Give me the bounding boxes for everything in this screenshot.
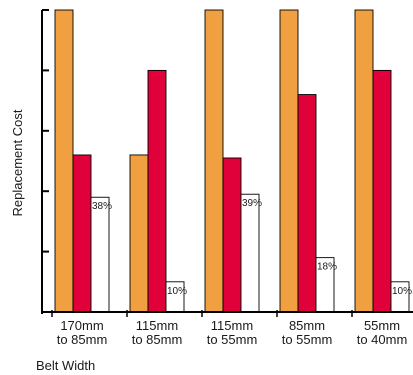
bar-2-3 — [222, 157, 242, 313]
bar-1-1 — [54, 9, 74, 313]
data-label-4: 18% — [317, 262, 337, 273]
x-tick-label-5: 55mm to 40mm — [357, 318, 408, 347]
y-axis-title: Replacement Cost — [10, 109, 25, 216]
bar-3-3 — [240, 193, 260, 313]
x-tick-label-3: 115mm to 55mm — [207, 318, 258, 347]
x-tick-label-2: 115mm to 85mm — [132, 318, 183, 347]
bar-2-5 — [372, 69, 392, 313]
labels-layer: 38% 10% 39% 18% 10% 170mm to 85mm 115mm to 85mm 1… — [57, 198, 412, 347]
bar-3-1 — [90, 196, 110, 313]
bar-2-1 — [72, 154, 92, 313]
bar-1-4 — [279, 9, 299, 313]
bar-1-3 — [204, 9, 224, 313]
x-tick-label-1: 170mm to 85mm — [57, 318, 108, 347]
data-label-3: 39% — [242, 198, 262, 209]
bar-2-2 — [147, 69, 167, 313]
data-label-2: 10% — [167, 286, 187, 297]
axes-layer — [41, 9, 413, 317]
x-axis-title: Belt Width — [36, 358, 95, 373]
bar-1-2 — [129, 154, 149, 313]
bar-2-4 — [297, 94, 317, 313]
bar-1-5 — [354, 9, 374, 313]
data-label-1: 38% — [92, 201, 112, 212]
bars-layer — [54, 9, 410, 313]
data-label-5: 10% — [392, 286, 412, 297]
x-tick-label-4: 85mm to 55mm — [282, 318, 333, 347]
